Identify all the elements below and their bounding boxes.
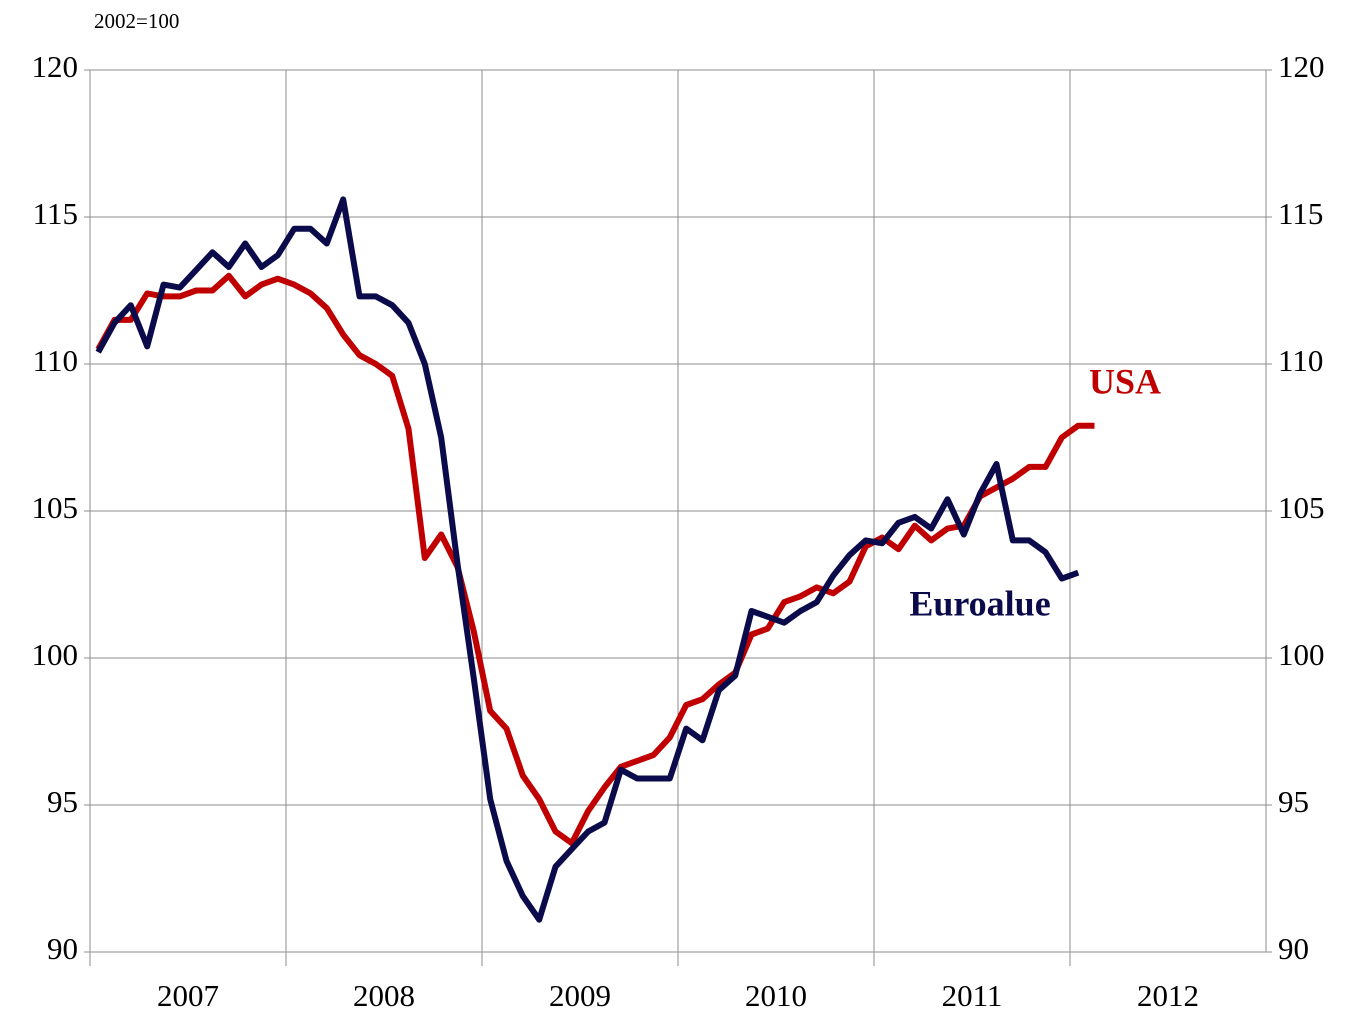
series-label: USA [1089, 361, 1161, 401]
y2-tick-label: 115 [1278, 196, 1323, 231]
y2-tick-label: 95 [1278, 784, 1309, 819]
series-label: Euroalue [909, 583, 1050, 623]
y-tick-label: 100 [32, 637, 79, 672]
chart-subtitle: 2002=100 [94, 9, 179, 33]
x-tick-label: 2012 [1137, 978, 1199, 1013]
x-tick-label: 2009 [549, 978, 611, 1013]
y-tick-label: 105 [32, 490, 79, 525]
x-tick-label: 2007 [157, 978, 219, 1013]
x-tick-label: 2010 [745, 978, 807, 1013]
series-line [95, 272, 1095, 847]
y-tick-label: 115 [33, 196, 78, 231]
y-tick-label: 110 [33, 343, 78, 378]
y2-tick-label: 100 [1278, 637, 1325, 672]
x-tick-label: 2008 [353, 978, 415, 1013]
y2-tick-label: 105 [1278, 490, 1325, 525]
y-tick-label: 90 [47, 931, 78, 966]
y2-tick-label: 120 [1278, 49, 1325, 84]
series-line [95, 196, 1080, 923]
y2-tick-label: 90 [1278, 931, 1309, 966]
x-tick-label: 2011 [942, 978, 1003, 1013]
y2-tick-label: 110 [1278, 343, 1323, 378]
y-tick-label: 95 [47, 784, 78, 819]
y-tick-label: 120 [32, 49, 79, 84]
